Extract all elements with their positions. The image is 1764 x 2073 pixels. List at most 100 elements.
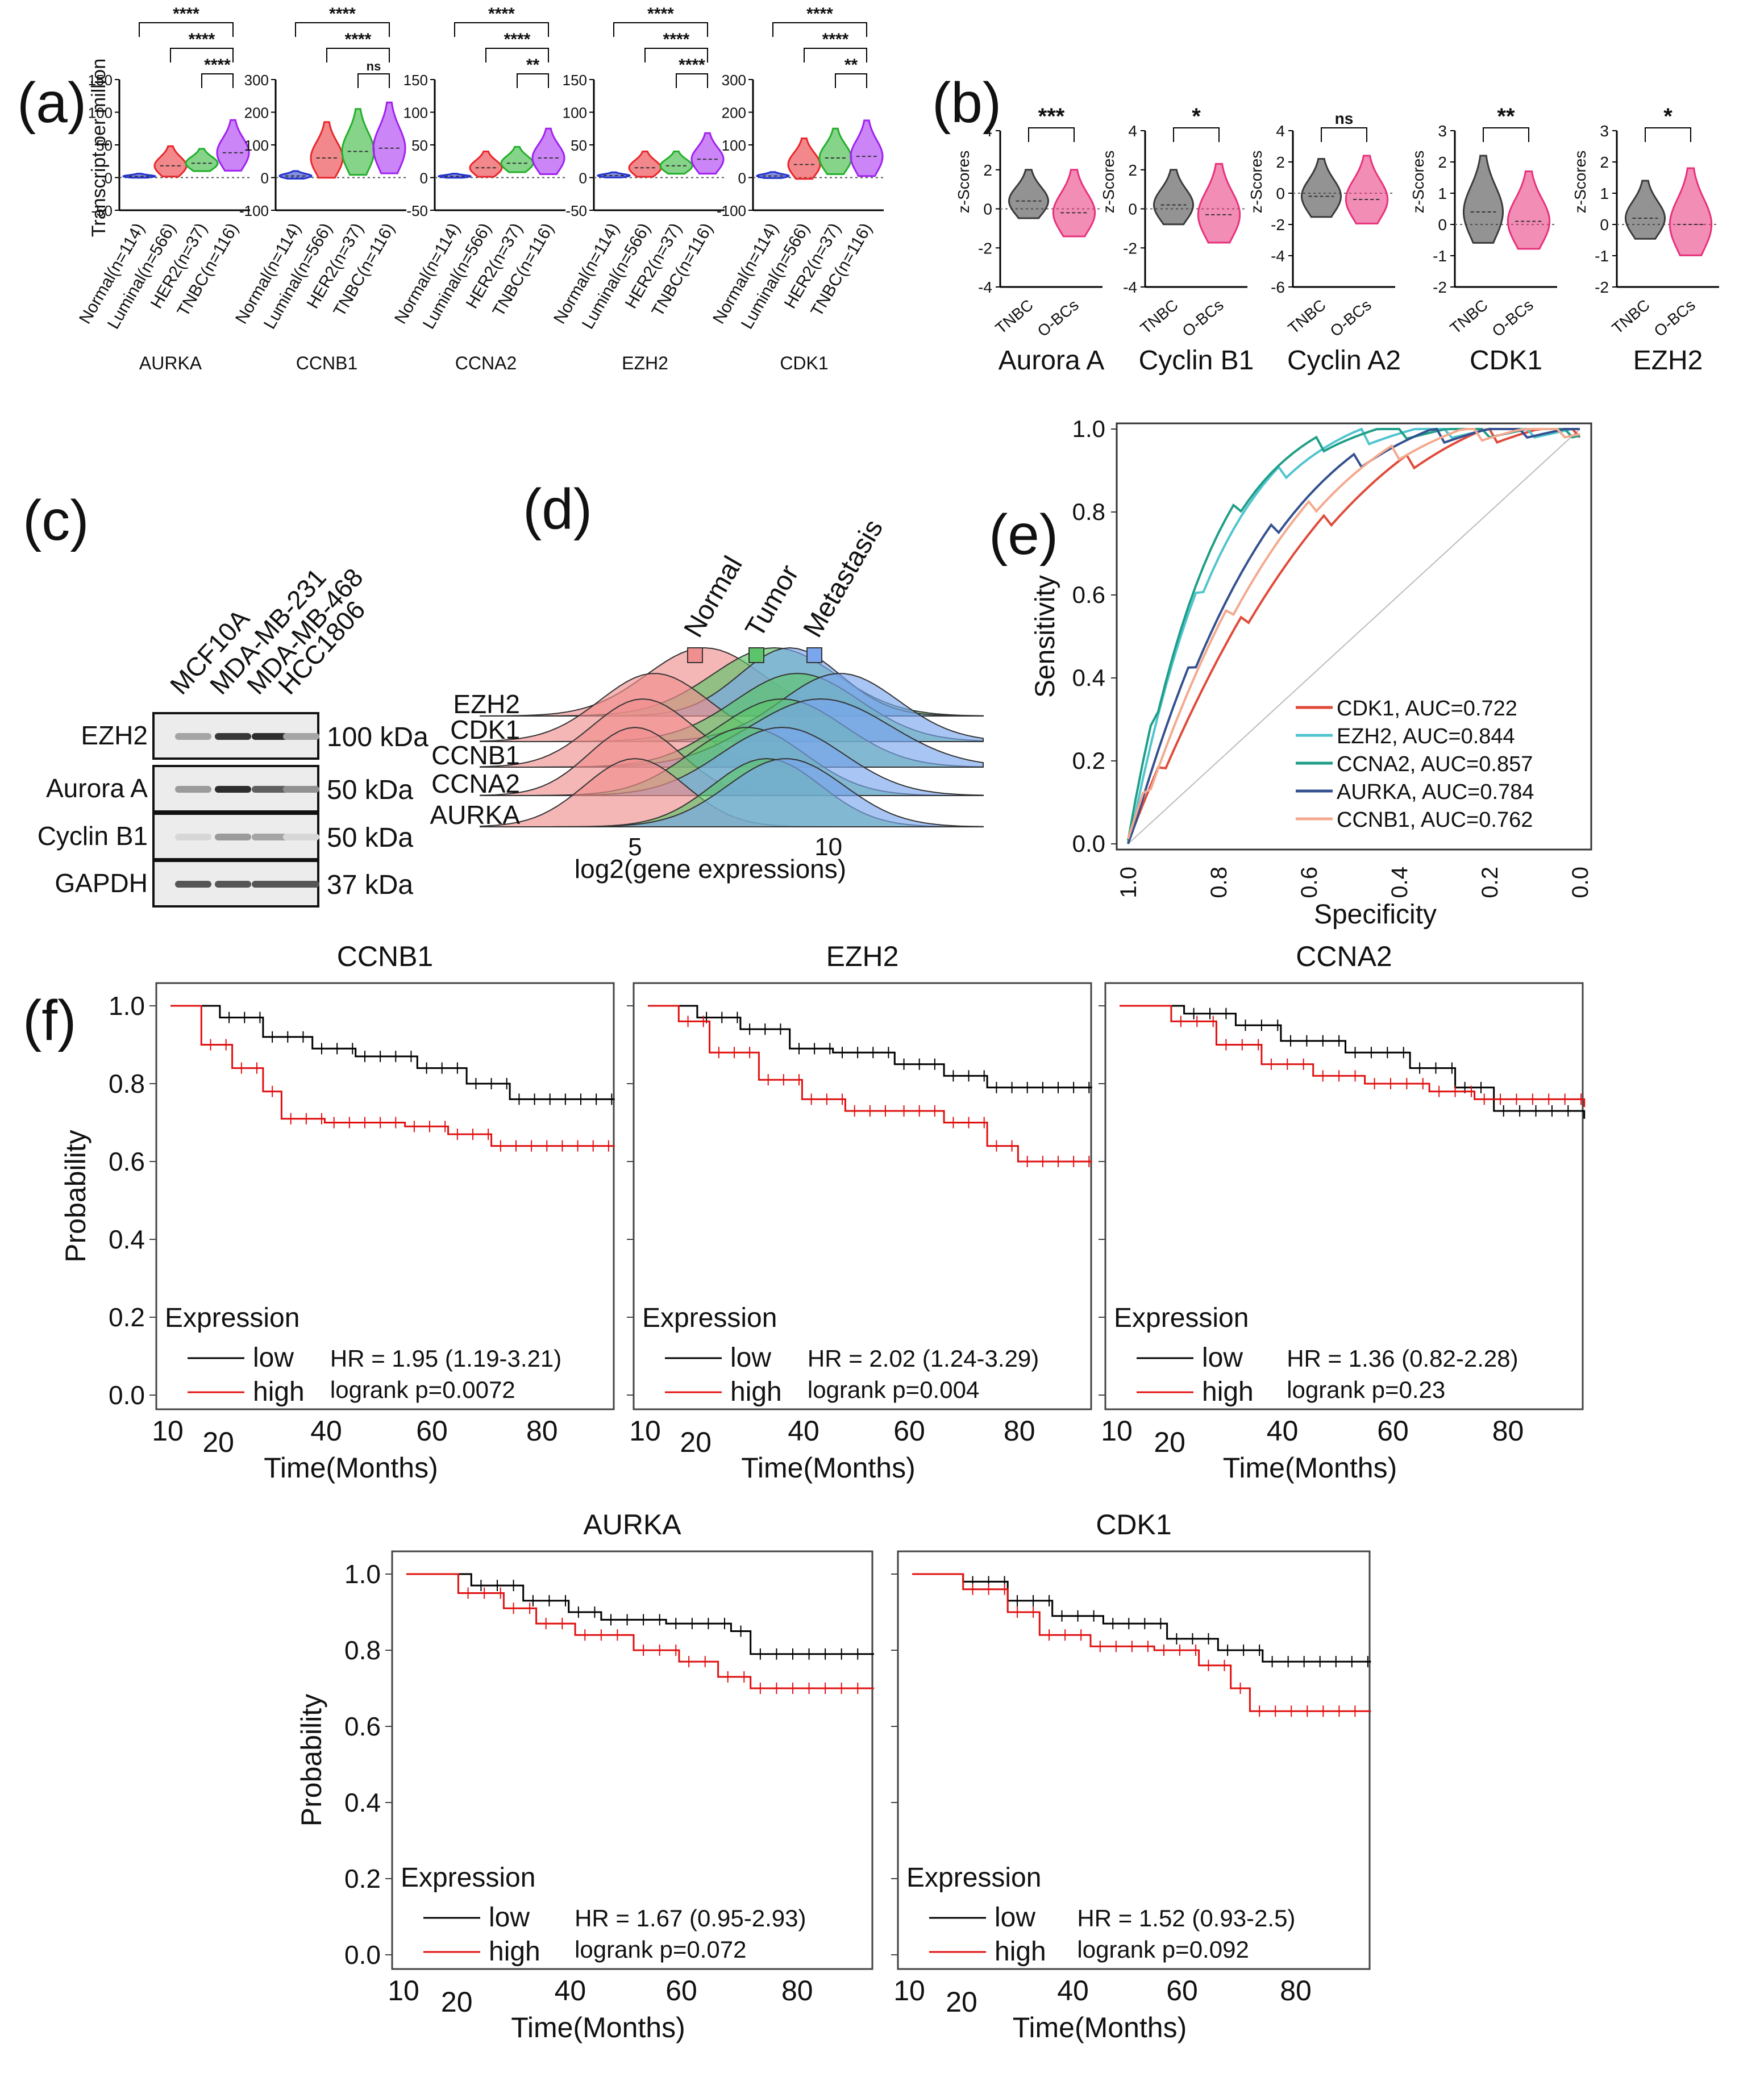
- a-significance-label: ns: [367, 59, 381, 73]
- f-ytick-label: 0.4: [344, 1788, 381, 1817]
- f-plot-frame-CCNB1: [155, 982, 615, 1410]
- b-category-label: TNBC: [1609, 296, 1653, 338]
- f-x-axis-label: Time(Months): [511, 2012, 685, 2043]
- c-protein-label: GAPDH: [55, 868, 148, 898]
- b-ytick-label: -2: [1595, 278, 1609, 296]
- panel-label-a: (a): [17, 71, 86, 135]
- f-logrank-label: logrank p=0.23: [1287, 1376, 1445, 1403]
- c-size-label: 37 kDa: [327, 870, 413, 900]
- e-ytick-label: 1.0: [1072, 415, 1105, 442]
- b-ytick-label: 2: [1438, 153, 1447, 171]
- b-category-label: TNBC: [1285, 296, 1329, 338]
- f-ytick-label: 0.2: [344, 1864, 381, 1893]
- e-xtick-label: 0.2: [1478, 867, 1503, 898]
- b-ytick-label: 1: [1600, 185, 1609, 202]
- e-ytick-label: 0.0: [1072, 830, 1105, 857]
- b-violin-tnbc: [1625, 180, 1666, 240]
- f-hr-label: HR = 2.02 (1.24-3.29): [808, 1345, 1039, 1372]
- e-xtick-label: 1.0: [1116, 867, 1141, 898]
- a-significance-bracket: [804, 48, 867, 63]
- a-ytick-label: 0: [579, 170, 587, 187]
- b-protein-label: Aurora A: [999, 346, 1105, 376]
- f-logrank-label: logrank p=0.0072: [330, 1376, 515, 1403]
- a-ytick-label: 0: [105, 170, 113, 187]
- b-protein-label: Cyclin A2: [1287, 346, 1401, 376]
- f-xtick-label: 60: [1377, 1415, 1409, 1447]
- c-size-label: 100 kDa: [327, 722, 428, 752]
- a-violin-AURKA-3: [216, 119, 250, 172]
- b-ytick-label: -2: [1271, 216, 1285, 234]
- f-legend-high-label: high: [1202, 1377, 1254, 1407]
- f-xtick-label: 20: [441, 1986, 473, 2018]
- f-legend-title: Expression: [401, 1863, 535, 1893]
- c-blot-band: [175, 834, 211, 840]
- b-ytick-label: -2: [1123, 239, 1137, 257]
- c-blot-band: [252, 881, 288, 888]
- a-significance-label: ****: [647, 5, 674, 23]
- b-ytick-label: 0: [1276, 185, 1285, 202]
- e-diagonal: [1128, 428, 1580, 844]
- b-violin-obcs: [1052, 169, 1096, 238]
- f-km-low-EZH2: [648, 1005, 1092, 1089]
- a-significance-bracket: [170, 48, 234, 63]
- b-y-axis-label: z-Scores: [1409, 151, 1427, 213]
- f-km-high-AURKA: [406, 1573, 874, 1689]
- a-violin-EZH2-0: [597, 171, 631, 178]
- b-category-label: O-BCs: [1651, 296, 1699, 340]
- a-significance-bracket: [454, 22, 549, 37]
- f-logrank-label: logrank p=0.072: [575, 1936, 746, 1963]
- e-xtick-label: 0.6: [1297, 867, 1322, 898]
- e-x-axis-label: Specificity: [1314, 900, 1437, 930]
- d-legend-swatch: [806, 647, 822, 663]
- b-significance-label: ***: [1038, 104, 1065, 129]
- e-legend-label: CDK1, AUC=0.722: [1337, 697, 1517, 721]
- f-legend-title: Expression: [642, 1303, 777, 1333]
- f-x-axis-label: Time(Months): [1223, 1452, 1397, 1484]
- f-km-low-AURKA: [406, 1573, 874, 1655]
- a-significance-bracket: [613, 22, 708, 37]
- panel-label-f: (f): [23, 989, 76, 1052]
- b-ytick-label: 2: [1128, 161, 1137, 179]
- f-xtick-label: 60: [893, 1415, 925, 1447]
- b-ytick-label: 0: [1600, 216, 1609, 234]
- f-xtick-label: 80: [781, 1975, 813, 2007]
- f-xtick-label: 60: [665, 1975, 697, 2007]
- f-km-high-EZH2: [648, 1005, 1092, 1163]
- a-significance-bracket: [295, 22, 390, 37]
- f-xtick-label: 10: [152, 1415, 184, 1447]
- d-x-axis-label: log2(gene expressions): [575, 854, 846, 884]
- a-significance-label: ****: [329, 5, 356, 23]
- b-ytick-label: 0: [1438, 216, 1447, 234]
- e-y-axis-label: Sensitivity: [1030, 575, 1060, 698]
- a-gene-label-AURKA: AURKA: [139, 353, 202, 373]
- f-title-AURKA: AURKA: [583, 1509, 681, 1541]
- a-violin-EZH2-1: [628, 151, 662, 178]
- a-ytick-label: -100: [239, 202, 269, 219]
- a-significance-bracket: [357, 73, 390, 88]
- f-xtick-label: 40: [1267, 1415, 1299, 1447]
- f-plot-frame-CDK1: [897, 1550, 1371, 1970]
- a-violin-EZH2-3: [690, 132, 725, 175]
- panel-label-e: (e): [989, 503, 1058, 567]
- a-significance-label: **: [844, 56, 858, 74]
- a-ytick-label: 100: [563, 105, 587, 122]
- a-violin-AURKA-2: [185, 148, 219, 172]
- c-blot-band: [283, 786, 319, 793]
- a-ytick-label: 0: [420, 170, 428, 187]
- f-x-axis-label: Time(Months): [264, 1452, 438, 1484]
- a-violin-CCNA2-2: [500, 145, 534, 173]
- d-gene-label: CCNB1: [431, 740, 520, 770]
- a-ytick-label: 150: [563, 72, 587, 89]
- b-significance-label: ns: [1335, 110, 1354, 127]
- a-violin-CCNA2-1: [469, 151, 503, 178]
- a-significance-label: ****: [504, 30, 531, 49]
- f-xtick-label: 10: [388, 1975, 419, 2007]
- f-y-axis-label: Probability: [60, 1130, 91, 1262]
- c-blot-band: [283, 881, 319, 888]
- d-xtick-label: 10: [814, 833, 842, 861]
- a-violin-CCNA2-0: [438, 173, 472, 179]
- a-violin-CCNB1-0: [278, 170, 313, 180]
- a-violin-CDK1-0: [756, 171, 790, 179]
- f-km-high-CCNA2: [1120, 1005, 1586, 1108]
- f-x-axis-label: Time(Months): [741, 1452, 916, 1484]
